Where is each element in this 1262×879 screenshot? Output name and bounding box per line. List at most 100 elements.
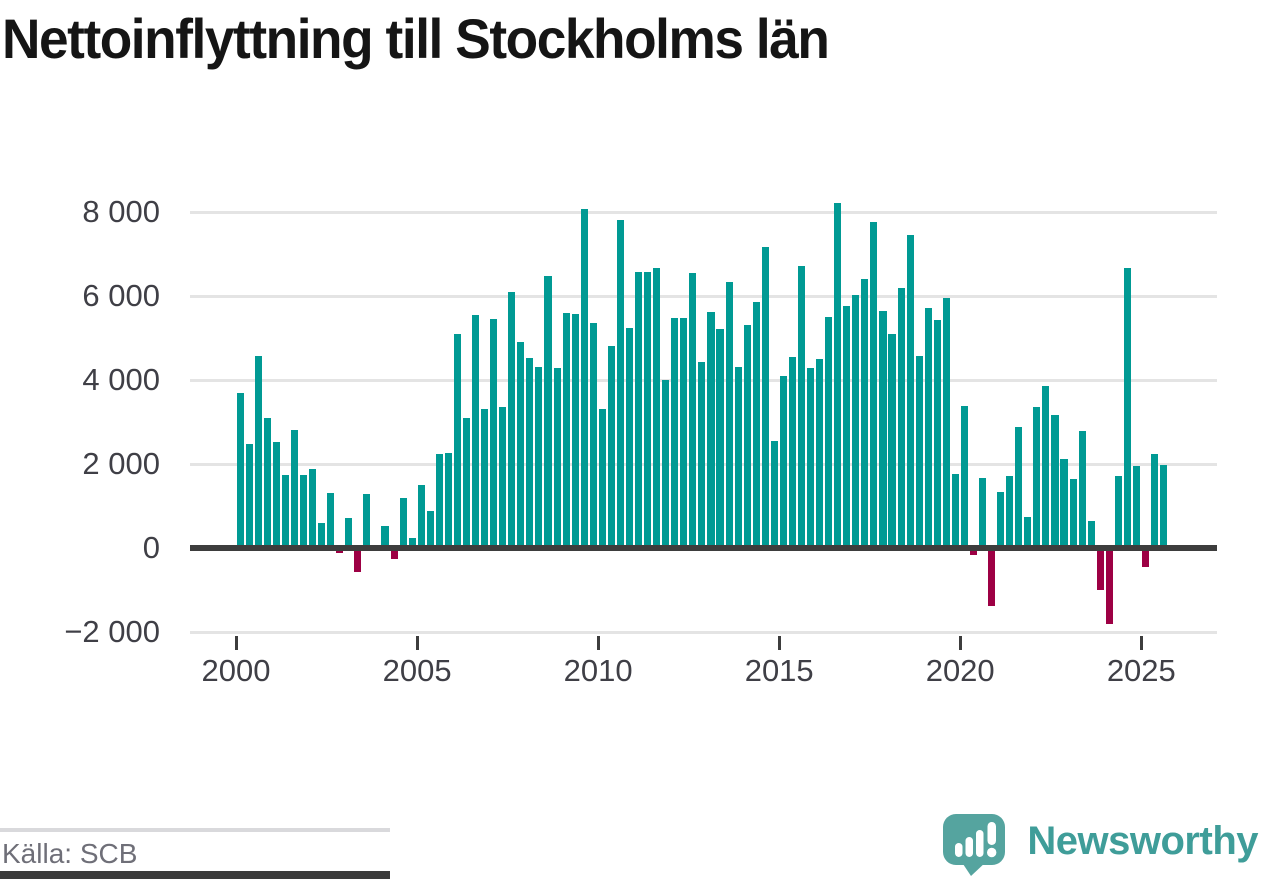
bar-2019-Q3 bbox=[942, 298, 950, 548]
bar-2003-Q3 bbox=[363, 493, 371, 548]
bar-2015-Q1 bbox=[779, 375, 787, 548]
x-axis-tick-2025 bbox=[1139, 636, 1143, 650]
bar-2018-Q3 bbox=[906, 235, 914, 548]
bar-2011-Q4 bbox=[662, 380, 670, 548]
bar-2005-Q4 bbox=[444, 452, 452, 548]
bar-2023-Q2 bbox=[1078, 430, 1086, 548]
bar-2009-Q3 bbox=[580, 209, 588, 548]
bar-2004-Q1 bbox=[381, 525, 389, 548]
bar-2016-Q1 bbox=[816, 359, 824, 548]
bar-2008-Q4 bbox=[553, 367, 561, 548]
bar-2008-Q3 bbox=[544, 275, 552, 548]
bar-2024-Q3 bbox=[1123, 267, 1131, 548]
x-axis-label-2015: 2015 bbox=[744, 653, 814, 688]
bar-2002-Q1 bbox=[309, 469, 317, 548]
bar-2022-Q4 bbox=[1060, 459, 1068, 548]
x-axis-label-2010: 2010 bbox=[563, 653, 633, 688]
newsworthy-logo-icon bbox=[941, 813, 1017, 877]
y-axis-label-6000: 6 000 bbox=[82, 278, 160, 313]
bar-2011-Q2 bbox=[644, 272, 652, 548]
x-axis-label-2025: 2025 bbox=[1106, 653, 1176, 688]
page-title: Nettoinflyttning till Stockholms län bbox=[2, 7, 830, 70]
bar-2016-Q4 bbox=[843, 305, 851, 548]
bar-2022-Q2 bbox=[1042, 385, 1050, 548]
bar-2021-Q1 bbox=[997, 491, 1005, 548]
bar-2003-Q2 bbox=[354, 548, 362, 572]
bar-2004-Q3 bbox=[399, 497, 407, 548]
bar-2013-Q4 bbox=[734, 367, 742, 548]
bar-2007-Q2 bbox=[499, 406, 507, 548]
bar-2000-Q2 bbox=[245, 443, 253, 548]
bar-2008-Q2 bbox=[535, 367, 543, 548]
bar-2005-Q1 bbox=[417, 485, 425, 548]
bar-2013-Q3 bbox=[725, 282, 733, 548]
bar-2024-Q4 bbox=[1132, 465, 1140, 548]
bar-2010-Q1 bbox=[598, 409, 606, 548]
bar-2004-Q2 bbox=[390, 548, 398, 559]
x-axis-tick-2010 bbox=[596, 636, 600, 650]
y-axis-label-2000: 2 000 bbox=[82, 446, 160, 481]
bar-2021-Q2 bbox=[1006, 476, 1014, 548]
x-axis-label-2005: 2005 bbox=[382, 653, 452, 688]
bar-2002-Q2 bbox=[318, 523, 326, 548]
bar-2007-Q3 bbox=[508, 291, 516, 548]
bar-2009-Q2 bbox=[571, 314, 579, 548]
x-axis-tick-2015 bbox=[777, 636, 781, 650]
bar-2006-Q1 bbox=[453, 333, 462, 548]
bar-2015-Q2 bbox=[788, 356, 796, 548]
bar-2012-Q3 bbox=[689, 272, 697, 548]
bar-2017-Q3 bbox=[870, 222, 878, 548]
bar-2001-Q4 bbox=[300, 474, 308, 548]
x-axis-tick-2000 bbox=[234, 636, 238, 650]
bar-2006-Q4 bbox=[481, 409, 489, 548]
y-axis-label--2000: −2 000 bbox=[64, 614, 160, 649]
newsworthy-brand: Newsworthy bbox=[941, 813, 1258, 877]
bar-2001-Q1 bbox=[272, 442, 280, 548]
bar-2002-Q3 bbox=[327, 493, 335, 548]
bar-2003-Q1 bbox=[345, 517, 353, 548]
bar-2019-Q1 bbox=[924, 307, 932, 548]
bar-2016-Q2 bbox=[825, 317, 833, 548]
brand-name: Newsworthy bbox=[1027, 818, 1258, 863]
bar-2006-Q2 bbox=[462, 418, 471, 548]
bar-2007-Q1 bbox=[490, 319, 498, 548]
source-label: Källa: SCB bbox=[2, 838, 138, 869]
bar-2018-Q1 bbox=[888, 334, 896, 548]
bar-2025-Q3 bbox=[1160, 465, 1168, 548]
bar-2017-Q2 bbox=[861, 279, 869, 548]
x-axis-label-2000: 2000 bbox=[201, 653, 271, 688]
y-axis-label-0: 0 bbox=[142, 530, 160, 565]
bar-2018-Q4 bbox=[915, 356, 923, 548]
bar-2015-Q4 bbox=[806, 368, 815, 548]
bar-2005-Q2 bbox=[426, 510, 434, 548]
bar-2012-Q4 bbox=[698, 361, 706, 548]
bar-2009-Q1 bbox=[562, 312, 570, 548]
zero-baseline bbox=[190, 545, 1217, 551]
bar-2011-Q1 bbox=[634, 272, 643, 548]
bar-2010-Q4 bbox=[625, 327, 634, 548]
y-axis-label-4000: 4 000 bbox=[82, 362, 160, 397]
bar-2005-Q3 bbox=[435, 453, 443, 548]
bar-2000-Q4 bbox=[263, 417, 271, 548]
bar-2006-Q3 bbox=[472, 314, 480, 548]
y-axis-label-8000: 8 000 bbox=[82, 194, 160, 229]
bar-2014-Q4 bbox=[770, 440, 778, 548]
x-axis-tick-2005 bbox=[415, 636, 419, 650]
x-axis-tick-2020 bbox=[958, 636, 962, 650]
bar-2020-Q2 bbox=[969, 548, 978, 556]
bar-2009-Q4 bbox=[589, 322, 597, 548]
bar-2013-Q2 bbox=[716, 329, 724, 548]
bar-2023-Q1 bbox=[1069, 478, 1077, 548]
bar-2017-Q1 bbox=[852, 294, 860, 548]
bar-2004-Q4 bbox=[408, 537, 416, 548]
bar-2025-Q1 bbox=[1141, 548, 1150, 567]
bar-2019-Q4 bbox=[951, 473, 959, 548]
bar-2013-Q1 bbox=[707, 312, 715, 548]
bar-2020-Q4 bbox=[988, 548, 996, 606]
bar-2016-Q3 bbox=[834, 202, 842, 548]
bar-2024-Q2 bbox=[1114, 475, 1122, 548]
footer-dark-bar bbox=[0, 871, 390, 879]
bar-2001-Q2 bbox=[281, 474, 290, 548]
bar-2008-Q1 bbox=[526, 358, 534, 548]
